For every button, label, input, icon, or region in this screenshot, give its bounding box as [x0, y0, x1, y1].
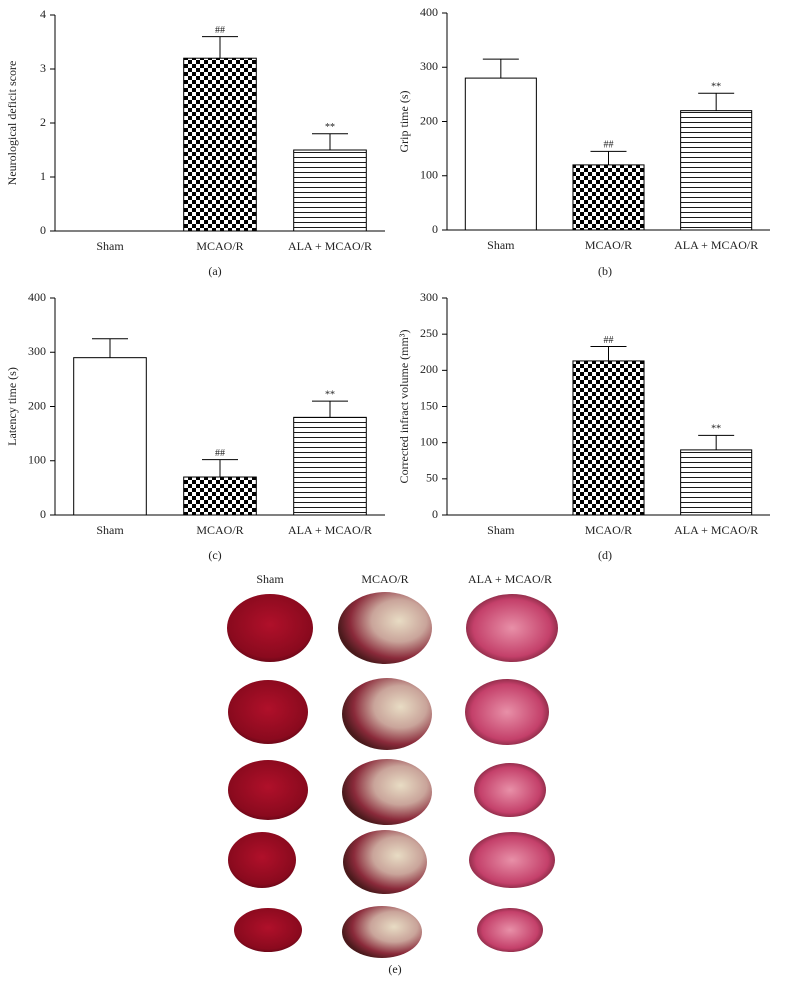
y-tick-label: 200	[28, 398, 46, 412]
y-tick-label: 100	[28, 453, 46, 467]
y-tick-label: 100	[420, 434, 438, 448]
panel-label: (d)	[598, 548, 612, 562]
x-tick-label: ALA + MCAO/R	[674, 238, 758, 252]
y-axis-label: Latency time (s)	[5, 367, 19, 446]
y-tick-label: 300	[28, 344, 46, 358]
panel-label: (a)	[208, 264, 221, 278]
x-tick-label: ALA + MCAO/R	[288, 239, 372, 253]
x-tick-label: MCAO/R	[585, 238, 632, 252]
bar	[293, 416, 367, 516]
bar	[293, 149, 367, 232]
y-tick-label: 300	[420, 59, 438, 73]
y-tick-label: 200	[420, 113, 438, 127]
bar	[572, 360, 645, 516]
photo-column-label: MCAO/R	[361, 572, 408, 586]
bar	[183, 57, 257, 232]
x-tick-label: Sham	[96, 523, 124, 537]
y-tick-label: 400	[420, 5, 438, 19]
y-axis-label: Corrected infract volume (mm³)	[397, 330, 411, 484]
x-tick-label: Sham	[96, 239, 124, 253]
y-tick-label: 200	[420, 362, 438, 376]
x-tick-label: ALA + MCAO/R	[674, 523, 758, 537]
significance-label: **	[325, 389, 335, 400]
y-tick-label: 300	[420, 290, 438, 304]
panel-label: (e)	[388, 962, 401, 976]
significance-label: **	[325, 122, 335, 133]
y-tick-label: 250	[420, 326, 438, 340]
bar	[680, 110, 753, 231]
x-tick-label: Sham	[487, 523, 515, 537]
brain-photos	[227, 592, 558, 958]
y-tick-label: 50	[426, 471, 438, 485]
significance-label: **	[711, 82, 721, 93]
y-tick-label: 1	[40, 169, 46, 183]
panel-label: (c)	[208, 548, 221, 562]
y-tick-label: 2	[40, 115, 46, 129]
bar	[73, 357, 147, 516]
y-tick-label: 0	[40, 223, 46, 237]
x-tick-label: MCAO/R	[196, 523, 243, 537]
photo-column-label: ALA + MCAO/R	[468, 572, 552, 586]
significance-label: ##	[604, 335, 614, 346]
significance-label: ##	[215, 25, 225, 36]
y-tick-label: 4	[40, 7, 46, 21]
bar	[183, 476, 257, 516]
bar	[680, 449, 753, 516]
y-tick-label: 150	[420, 398, 438, 412]
x-tick-label: MCAO/R	[196, 239, 243, 253]
x-tick-label: Sham	[487, 238, 515, 252]
y-tick-label: 0	[432, 507, 438, 521]
y-tick-label: 100	[420, 168, 438, 182]
bar	[464, 77, 537, 231]
significance-label: ##	[215, 448, 225, 459]
y-tick-label: 0	[40, 507, 46, 521]
x-tick-label: MCAO/R	[585, 523, 632, 537]
y-axis-label: Grip time (s)	[397, 91, 411, 153]
x-tick-label: ALA + MCAO/R	[288, 523, 372, 537]
y-tick-label: 3	[40, 61, 46, 75]
significance-label: ##	[604, 140, 614, 151]
y-tick-label: 0	[432, 222, 438, 236]
panel-label: (b)	[598, 264, 612, 278]
photo-column-label: Sham	[256, 572, 284, 586]
y-tick-label: 400	[28, 290, 46, 304]
significance-label: **	[711, 424, 721, 435]
y-axis-label: Neurological deficit score	[5, 61, 19, 186]
bar	[572, 164, 645, 231]
